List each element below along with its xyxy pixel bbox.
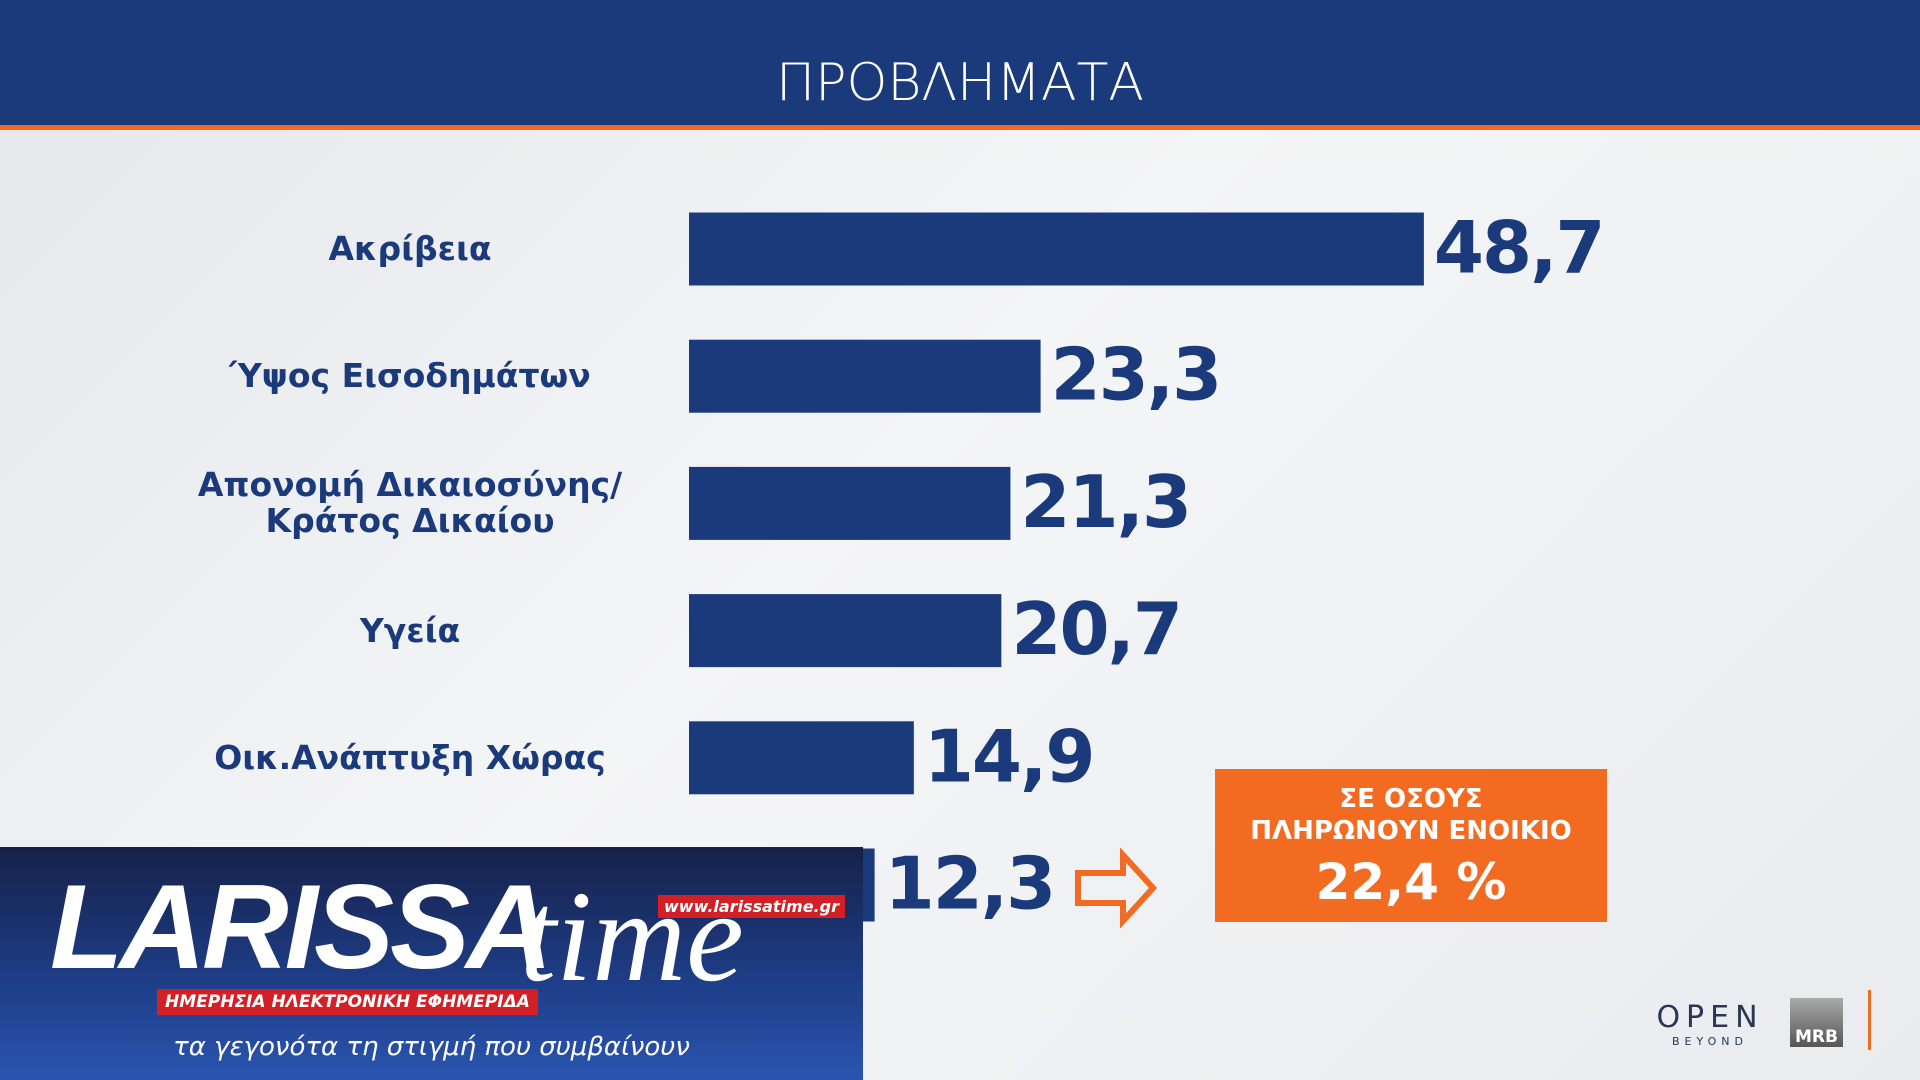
category-label: Ακρίβεια	[328, 229, 492, 268]
mrb-text: MRB	[1795, 1027, 1838, 1047]
annotation-value: 22,4 %	[1315, 853, 1507, 911]
bar	[689, 721, 914, 795]
mrb-logo: MRB	[1790, 998, 1843, 1047]
value-label: 21,3	[1020, 460, 1190, 544]
logo-slogan: τα γεγονότα τη στιγμή που συμβαίνουν	[173, 1032, 690, 1062]
logo-subtitle: ΗΜΕΡΗΣΙΑ ΗΛΕΚΤΡΟΝΙΚΗ ΕΦΗΜΕΡΙΔΑ	[157, 989, 538, 1015]
bar	[689, 466, 1011, 540]
chart-title: ΠΡΟΒΛΗΜΑΤΑ	[776, 53, 1144, 113]
category-label: Υγεία	[359, 610, 461, 650]
beyond-text: BEYOND	[1672, 1035, 1748, 1048]
bar	[689, 339, 1041, 413]
annotation-text: ΣΕ ΟΣΟΥΣ ΠΛΗΡΩΝΟΥΝ ΕΝΟΙΚΙΟ	[1250, 784, 1572, 846]
value-label: 48,7	[1434, 206, 1604, 290]
annotation-box: ΣΕ ΟΣΟΥΣ ΠΛΗΡΩΝΟΥΝ ΕΝΟΙΚΙΟ 22,4 %	[1215, 769, 1607, 922]
open-text: OPEN	[1656, 1000, 1764, 1035]
value-label: 23,3	[1051, 333, 1221, 417]
value-label: 14,9	[924, 714, 1094, 798]
category-label: Απονομή Δικαιοσύνης/ Κράτος Δικαίου	[197, 465, 623, 541]
header-band	[0, 0, 1920, 125]
logo-name: LARISSA	[50, 860, 553, 994]
logo-url: www.larissatime.gr	[658, 895, 845, 918]
category-label: Ύψος Εισοδημάτων	[229, 356, 591, 396]
logo-name2: time	[520, 865, 744, 1009]
arrow	[1075, 847, 1158, 929]
open-logo: OPEN BEYOND	[1650, 1000, 1770, 1048]
value-label: 20,7	[1011, 587, 1181, 671]
value-label: 12,3	[885, 842, 1055, 926]
header-stripe	[0, 125, 1920, 130]
logo-panel: LARISSA time www.larissatime.gr ΗΜΕΡΗΣΙΑ…	[0, 847, 863, 1080]
category-label: Οικ.Ανάπτυξη Χώρας	[214, 737, 606, 777]
brand-divider	[1868, 990, 1871, 1050]
bar	[689, 594, 1002, 668]
bar	[689, 212, 1424, 286]
